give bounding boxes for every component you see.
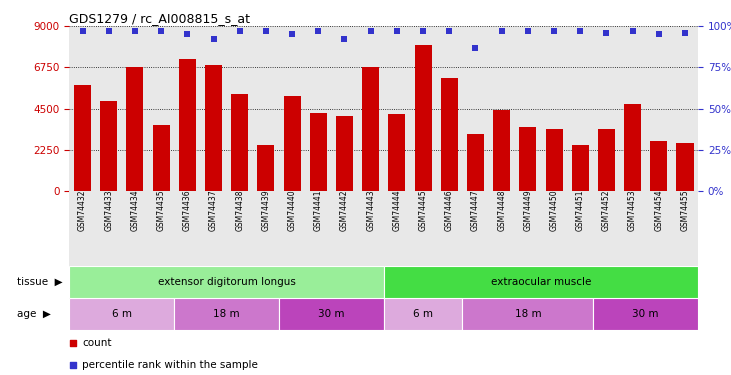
- Bar: [257, 146, 274, 191]
- Point: [208, 36, 219, 42]
- Point: [391, 28, 403, 34]
- Point: [155, 28, 167, 34]
- Point: [260, 28, 272, 34]
- Bar: [676, 142, 694, 191]
- Point: [67, 340, 78, 346]
- Text: 30 m: 30 m: [318, 309, 344, 319]
- Bar: [231, 94, 249, 191]
- Point: [312, 28, 324, 34]
- Point: [575, 28, 586, 34]
- Bar: [100, 101, 117, 191]
- Bar: [519, 127, 537, 191]
- Point: [234, 28, 246, 34]
- Point: [129, 28, 141, 34]
- Bar: [74, 85, 91, 191]
- Bar: [651, 141, 667, 191]
- Point: [417, 28, 429, 34]
- Bar: [624, 104, 641, 191]
- Text: GDS1279 / rc_AI008815_s_at: GDS1279 / rc_AI008815_s_at: [69, 12, 250, 25]
- Bar: [362, 67, 379, 191]
- Bar: [153, 125, 170, 191]
- Bar: [284, 96, 300, 191]
- Point: [181, 32, 193, 38]
- Bar: [310, 113, 327, 191]
- Bar: [126, 67, 143, 191]
- Bar: [545, 129, 563, 191]
- Text: percentile rank within the sample: percentile rank within the sample: [82, 360, 258, 370]
- Point: [522, 28, 534, 34]
- Bar: [179, 59, 196, 191]
- Point: [496, 28, 507, 34]
- Point: [338, 36, 350, 42]
- Bar: [205, 65, 222, 191]
- Point: [103, 28, 115, 34]
- Point: [469, 45, 481, 51]
- Point: [653, 32, 664, 38]
- Bar: [174, 298, 279, 330]
- Bar: [69, 298, 174, 330]
- Point: [444, 28, 455, 34]
- Bar: [441, 78, 458, 191]
- Point: [365, 28, 376, 34]
- Bar: [388, 114, 406, 191]
- Bar: [336, 116, 353, 191]
- Point: [679, 30, 691, 36]
- Bar: [493, 110, 510, 191]
- Point: [601, 30, 613, 36]
- Text: age  ▶: age ▶: [18, 309, 51, 319]
- Bar: [467, 134, 484, 191]
- Point: [626, 28, 638, 34]
- Text: 6 m: 6 m: [112, 309, 132, 319]
- Text: count: count: [82, 338, 112, 348]
- Text: extensor digitorum longus: extensor digitorum longus: [158, 277, 295, 287]
- Text: extraocular muscle: extraocular muscle: [491, 277, 591, 287]
- Bar: [384, 266, 698, 298]
- Text: tissue  ▶: tissue ▶: [18, 277, 63, 287]
- Text: 18 m: 18 m: [213, 309, 240, 319]
- Bar: [384, 298, 462, 330]
- Text: 30 m: 30 m: [632, 309, 659, 319]
- Bar: [598, 129, 615, 191]
- Bar: [279, 298, 384, 330]
- Point: [77, 28, 88, 34]
- Bar: [572, 146, 588, 191]
- Point: [548, 28, 560, 34]
- Bar: [594, 298, 698, 330]
- Bar: [69, 266, 384, 298]
- Point: [67, 362, 78, 368]
- Text: 18 m: 18 m: [515, 309, 541, 319]
- Point: [287, 32, 298, 38]
- Bar: [414, 45, 431, 191]
- Bar: [462, 298, 594, 330]
- Text: 6 m: 6 m: [413, 309, 433, 319]
